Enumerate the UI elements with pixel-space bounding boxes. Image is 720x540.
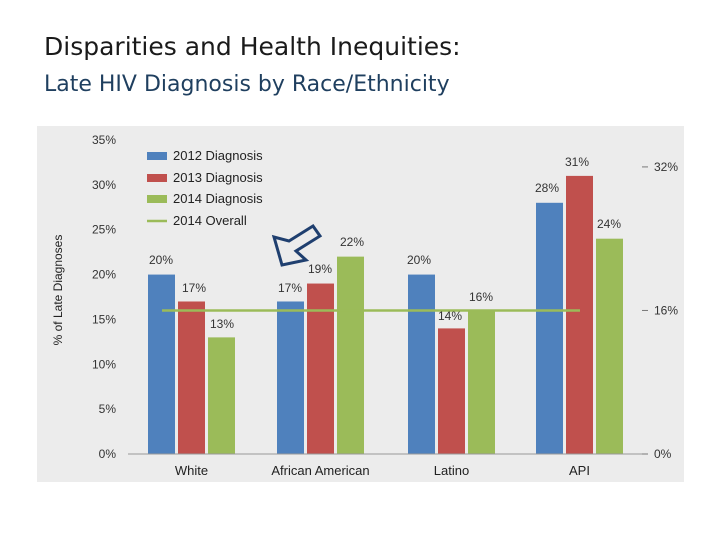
- slide-subtitle: Late HIV Diagnosis by Race/Ethnicity: [44, 72, 450, 97]
- data-label: 28%: [535, 181, 559, 195]
- bar: [438, 328, 465, 454]
- y-tick-label: 15%: [92, 312, 116, 326]
- slide-title: Disparities and Health Inequities:: [44, 32, 461, 61]
- legend-swatch: [147, 152, 167, 160]
- data-label: 31%: [565, 155, 589, 169]
- right-tick-label: 32%: [654, 160, 678, 174]
- bar: [468, 310, 495, 454]
- bar: [536, 202, 563, 454]
- x-tick-label: API: [569, 463, 590, 478]
- legend-swatch: [147, 195, 167, 203]
- legend-swatch: [147, 174, 167, 182]
- data-label: 16%: [469, 290, 493, 304]
- y-tick-label: 5%: [99, 402, 117, 416]
- y-tick-label: 35%: [92, 133, 116, 147]
- data-label: 24%: [597, 217, 621, 231]
- data-label: 22%: [340, 235, 364, 249]
- x-tick-label: White: [175, 463, 208, 478]
- x-tick-label: Latino: [434, 463, 469, 478]
- y-tick-label: 10%: [92, 357, 116, 371]
- legend-label: 2014 Diagnosis: [173, 191, 263, 206]
- x-tick-label: African American: [271, 463, 369, 478]
- y-axis-label: % of Late Diagnoses: [51, 235, 65, 346]
- y-tick-label: 20%: [92, 268, 116, 282]
- legend-label: 2014 Overall: [173, 213, 247, 228]
- y-tick-label: 30%: [92, 178, 116, 192]
- right-tick-label: 16%: [654, 303, 678, 317]
- bar: [408, 274, 435, 454]
- y-tick-label: 0%: [99, 447, 117, 461]
- data-label: 14%: [438, 309, 462, 323]
- data-label: 17%: [278, 281, 302, 295]
- bar-chart: % of Late Diagnoses 0% 5% 10% 15% 20% 25% 30% 35…: [51, 133, 678, 478]
- bar: [277, 301, 304, 454]
- bar: [307, 283, 334, 454]
- bar: [208, 337, 235, 454]
- bar: [148, 274, 175, 454]
- y-tick-label: 25%: [92, 223, 116, 237]
- data-label: 19%: [308, 262, 332, 276]
- legend-label: 2013 Diagnosis: [173, 170, 263, 185]
- bar: [596, 238, 623, 454]
- legend-label: 2012 Diagnosis: [173, 148, 263, 163]
- data-label: 13%: [210, 317, 234, 331]
- data-label: 20%: [407, 253, 431, 267]
- chart-area: % of Late Diagnoses 0% 5% 10% 15% 20% 25% 30% 35…: [37, 126, 684, 482]
- bar: [566, 175, 593, 454]
- data-label: 17%: [182, 281, 206, 295]
- bar: [178, 301, 205, 454]
- right-tick-label: 0%: [654, 447, 672, 461]
- annotation-arrow-icon: [271, 223, 323, 267]
- data-label: 20%: [149, 253, 173, 267]
- bar: [337, 256, 364, 454]
